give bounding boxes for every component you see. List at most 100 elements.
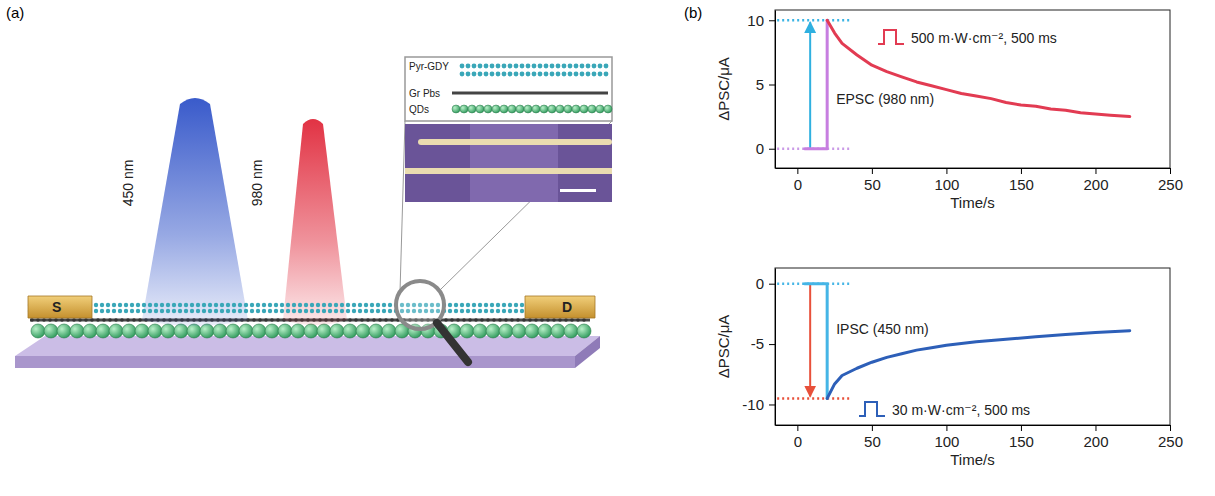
gdy-unit bbox=[226, 303, 230, 307]
gdy-unit bbox=[520, 309, 524, 313]
quantum-dot bbox=[525, 324, 539, 338]
gdy-unit bbox=[460, 303, 464, 307]
graphene-atom bbox=[360, 318, 364, 322]
y-axis: -10-50 bbox=[742, 269, 775, 426]
graphene-atom bbox=[582, 318, 586, 322]
gdy-unit bbox=[142, 309, 146, 313]
gdy-unit bbox=[190, 309, 194, 313]
gdy-unit bbox=[454, 309, 458, 313]
graphene-atom bbox=[486, 318, 490, 322]
gdy-unit bbox=[316, 303, 320, 307]
gdy-unit bbox=[604, 72, 609, 77]
gdy-unit bbox=[202, 309, 206, 313]
quantum-dot bbox=[187, 324, 201, 338]
gdy-unit bbox=[472, 309, 476, 313]
graphene-atom bbox=[90, 318, 94, 322]
graphene-atom bbox=[78, 318, 82, 322]
gdy-unit bbox=[298, 303, 302, 307]
gdy-unit bbox=[574, 64, 579, 69]
graphene-atom bbox=[30, 318, 34, 322]
gdy-unit bbox=[598, 72, 603, 77]
graphene-atom bbox=[372, 318, 376, 322]
tick-mark bbox=[1095, 425, 1096, 431]
gdy-unit bbox=[136, 309, 140, 313]
tick-mark bbox=[769, 85, 775, 86]
tick: 200 bbox=[1083, 168, 1108, 193]
quantum-dot bbox=[580, 105, 588, 113]
substrate-side bbox=[575, 336, 600, 368]
gdy-unit bbox=[586, 64, 591, 69]
gdy-unit bbox=[160, 309, 164, 313]
gdy-unit bbox=[484, 309, 488, 313]
quantum-dot bbox=[468, 105, 476, 113]
quantum-dot bbox=[382, 324, 396, 338]
graphene-atom bbox=[120, 318, 124, 322]
micrograph bbox=[405, 124, 612, 202]
plot-lines bbox=[805, 284, 1130, 399]
quantum-dot bbox=[226, 324, 240, 338]
gdy-unit bbox=[310, 309, 314, 313]
substrate-top bbox=[15, 336, 600, 356]
tick: 100 bbox=[934, 168, 959, 193]
gdy-unit bbox=[562, 64, 567, 69]
graphene-atom bbox=[264, 318, 268, 322]
gdy-unit bbox=[118, 309, 122, 313]
tick-mark bbox=[872, 168, 873, 174]
gdy-unit bbox=[286, 303, 290, 307]
gdy-unit bbox=[346, 303, 350, 307]
quantum-dot bbox=[31, 324, 45, 338]
micrograph-electrode bbox=[405, 168, 612, 174]
gdy-unit bbox=[208, 303, 212, 307]
gdy-unit bbox=[274, 303, 278, 307]
gdy-unit bbox=[556, 72, 561, 77]
tick: 10 bbox=[747, 12, 775, 29]
gdy-unit bbox=[520, 64, 525, 69]
gdy-unit bbox=[448, 303, 452, 307]
gdy-unit bbox=[448, 309, 452, 313]
tick-label: 150 bbox=[1009, 433, 1034, 450]
gdy-unit bbox=[250, 303, 254, 307]
gdy-unit bbox=[238, 303, 242, 307]
gdy-unit bbox=[490, 64, 495, 69]
graphene-atom bbox=[498, 318, 502, 322]
graphene-atom bbox=[36, 318, 40, 322]
gdy-unit bbox=[496, 309, 500, 313]
graphene-atom bbox=[564, 318, 568, 322]
pulse-icon bbox=[878, 30, 904, 44]
gdy-unit bbox=[358, 309, 362, 313]
gdy-unit bbox=[262, 303, 266, 307]
gdy-unit bbox=[598, 64, 603, 69]
gdy-unit bbox=[346, 309, 350, 313]
tick: 0 bbox=[794, 425, 802, 450]
gdy-unit bbox=[466, 64, 471, 69]
plot-frame bbox=[775, 268, 1170, 425]
gdy-unit bbox=[184, 303, 188, 307]
gdy-unit bbox=[586, 72, 591, 77]
gdy-unit bbox=[478, 309, 482, 313]
gdy-unit bbox=[112, 309, 116, 313]
gdy-unit bbox=[232, 303, 236, 307]
gdy-unit bbox=[244, 303, 248, 307]
gdy-unit bbox=[196, 309, 200, 313]
gdy-unit bbox=[118, 303, 122, 307]
gdy-unit bbox=[328, 303, 332, 307]
graphene-atom bbox=[96, 318, 100, 322]
gdy-unit bbox=[340, 309, 344, 313]
tick-label: 250 bbox=[1158, 176, 1183, 193]
graphene-atom bbox=[114, 318, 118, 322]
gdy-unit bbox=[262, 309, 266, 313]
graphene-layer bbox=[452, 92, 608, 95]
quantum-dot bbox=[83, 324, 97, 338]
level-markers bbox=[777, 284, 852, 399]
gdy-unit bbox=[382, 309, 386, 313]
gdy-unit bbox=[514, 303, 518, 307]
gdy-unit bbox=[502, 72, 507, 77]
gdy-unit bbox=[376, 303, 380, 307]
graphene-atom bbox=[108, 318, 112, 322]
gdy-unit bbox=[220, 303, 224, 307]
tick-label: -5 bbox=[751, 335, 764, 352]
level-line bbox=[777, 397, 852, 400]
quantum-dot bbox=[572, 105, 580, 113]
gdy-unit bbox=[196, 303, 200, 307]
gdy-unit bbox=[160, 303, 164, 307]
